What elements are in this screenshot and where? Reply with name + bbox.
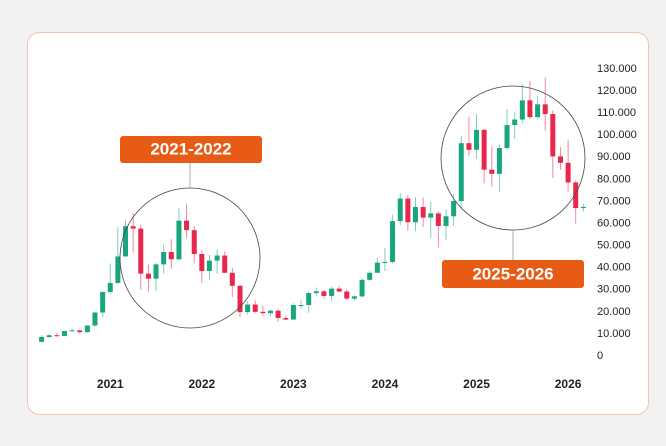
y-tick-label: 120.000 [597,85,637,97]
candle-body [573,182,579,209]
candle-body [199,254,205,272]
y-tick-label: 60.000 [597,217,631,229]
candle-body [435,213,441,226]
candle-body [481,129,487,170]
candle-body [191,230,197,255]
candle-body [519,100,525,120]
candle-body [145,273,151,279]
candle-body [313,291,319,294]
candle-body [542,104,548,115]
x-tick-label: 2023 [280,377,307,391]
candle-body [344,291,350,299]
y-tick-label: 130.000 [597,63,637,75]
candle-body [405,198,411,223]
y-tick-label: 40.000 [597,262,631,274]
candle-body [245,304,251,313]
annotation: 2025-2026 [472,264,553,283]
candle-body [54,335,60,337]
y-tick-label: 80.000 [597,173,631,185]
candle-body [458,143,464,202]
candle-body [107,282,113,292]
candle-body [496,148,502,174]
x-tick-label: 2021 [97,377,124,391]
x-tick-label: 2026 [555,377,582,391]
candle-body [206,260,212,272]
annotation-box [120,136,262,163]
y-tick-label: 30.000 [597,284,631,296]
y-tick-label: 10.000 [597,328,631,340]
candle-body [176,220,182,260]
candle-body [558,156,564,163]
candle-body [46,335,52,338]
candle-body [359,279,365,297]
y-tick-label: 70.000 [597,195,631,207]
candle-body [283,318,289,320]
x-tick-label: 2022 [188,377,215,391]
y-tick-label: 110.000 [597,107,636,119]
candle-body [565,162,571,183]
candle-body [84,325,90,333]
candle-body [252,304,258,312]
candle-body [306,293,312,306]
candle-body [412,206,418,223]
candle-body [92,312,98,326]
candle-body [260,311,266,314]
candle-body [39,337,45,342]
candle-body [504,125,510,149]
candle-body [214,255,220,261]
candle-body [474,129,480,150]
annotation-box [442,260,584,288]
candle-body [275,310,281,319]
candle-body [580,206,586,209]
candle-body [466,143,472,150]
candle-body [321,291,327,296]
candle-body [268,310,274,314]
candle-body [161,252,167,265]
y-tick-label: 20.000 [597,306,631,318]
candle-body [390,221,396,262]
plot [39,77,586,343]
candle-body [229,272,235,286]
candle-body [298,305,304,307]
y-tick-label: 100.000 [597,129,637,141]
candle-body [512,119,518,126]
candle-body [550,114,556,157]
candle-body [222,255,228,273]
candle-body [382,261,388,263]
candle-body [123,226,129,257]
candle-body [489,169,495,174]
candle-body [374,262,380,273]
candle-body [329,288,335,296]
candle-body [184,220,190,231]
candle-body [336,288,342,292]
annotation: 2021-2022 [150,139,231,158]
candle-body [290,305,296,320]
candle-body [138,228,144,274]
candle-body [428,213,434,218]
candle-body [69,330,75,332]
candle-body [115,256,121,283]
x-tick-label: 2025 [463,377,490,391]
candle-body [535,104,541,118]
candle-body [100,291,106,313]
y-tick-label: 90.000 [597,151,631,163]
y-tick-label: 0 [597,350,603,362]
candle-body [527,100,533,118]
candle-body [237,285,243,313]
candle-body [397,198,403,222]
x-tick-label: 2024 [372,377,399,391]
candle-body [443,216,449,226]
candle-body [367,272,373,280]
candle-body [420,206,426,218]
candle-body [153,264,159,279]
card [27,32,649,415]
candle-body [168,252,174,260]
candle-body [77,330,83,333]
candle-body [451,201,457,217]
candle-body [61,331,67,336]
candle-body [130,226,136,229]
y-tick-label: 50.000 [597,240,631,252]
candle-body [351,296,357,299]
